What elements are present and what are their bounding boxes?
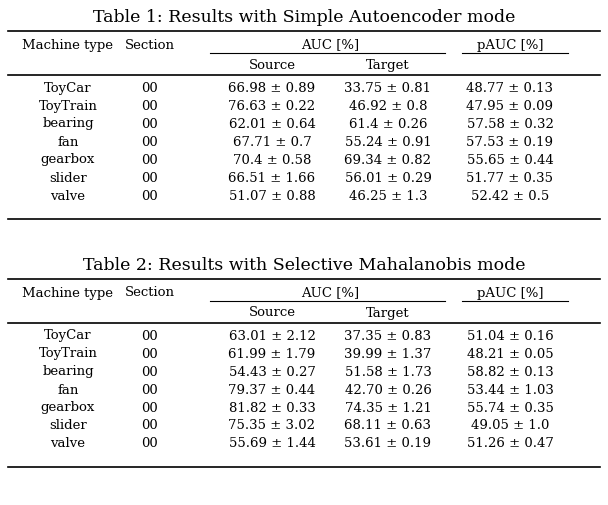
Text: ToyCar: ToyCar bbox=[44, 81, 92, 94]
Text: 51.26 ± 0.47: 51.26 ± 0.47 bbox=[466, 437, 553, 449]
Text: bearing: bearing bbox=[42, 365, 94, 378]
Text: 00: 00 bbox=[142, 117, 158, 130]
Text: 39.99 ± 1.37: 39.99 ± 1.37 bbox=[344, 347, 432, 360]
Text: 48.21 ± 0.05: 48.21 ± 0.05 bbox=[467, 347, 553, 360]
Text: Source: Source bbox=[249, 59, 295, 71]
Text: 00: 00 bbox=[142, 365, 158, 378]
Text: gearbox: gearbox bbox=[41, 400, 95, 414]
Text: 61.4 ± 0.26: 61.4 ± 0.26 bbox=[349, 117, 427, 130]
Text: Table 2: Results with Selective Mahalanobis mode: Table 2: Results with Selective Mahalano… bbox=[83, 256, 525, 273]
Text: ToyCar: ToyCar bbox=[44, 329, 92, 342]
Text: 00: 00 bbox=[142, 171, 158, 184]
Text: 46.25 ± 1.3: 46.25 ± 1.3 bbox=[349, 189, 427, 202]
Text: 00: 00 bbox=[142, 383, 158, 396]
Text: 57.53 ± 0.19: 57.53 ± 0.19 bbox=[466, 135, 553, 148]
Text: 33.75 ± 0.81: 33.75 ± 0.81 bbox=[345, 81, 432, 94]
Text: 63.01 ± 2.12: 63.01 ± 2.12 bbox=[229, 329, 316, 342]
Text: 37.35 ± 0.83: 37.35 ± 0.83 bbox=[345, 329, 432, 342]
Text: 42.70 ± 0.26: 42.70 ± 0.26 bbox=[345, 383, 432, 396]
Text: Section: Section bbox=[125, 38, 175, 52]
Text: 51.58 ± 1.73: 51.58 ± 1.73 bbox=[345, 365, 432, 378]
Text: 00: 00 bbox=[142, 400, 158, 414]
Text: 70.4 ± 0.58: 70.4 ± 0.58 bbox=[233, 153, 311, 166]
Text: 00: 00 bbox=[142, 135, 158, 148]
Text: 51.77 ± 0.35: 51.77 ± 0.35 bbox=[466, 171, 553, 184]
Text: 00: 00 bbox=[142, 189, 158, 202]
Text: 51.07 ± 0.88: 51.07 ± 0.88 bbox=[229, 189, 316, 202]
Text: Table 1: Results with Simple Autoencoder mode: Table 1: Results with Simple Autoencoder… bbox=[93, 9, 515, 25]
Text: Target: Target bbox=[366, 306, 410, 319]
Text: valve: valve bbox=[50, 189, 86, 202]
Text: pAUC [%]: pAUC [%] bbox=[477, 286, 544, 299]
Text: 58.82 ± 0.13: 58.82 ± 0.13 bbox=[466, 365, 553, 378]
Text: fan: fan bbox=[57, 135, 78, 148]
Text: slider: slider bbox=[49, 419, 87, 432]
Text: Machine type: Machine type bbox=[22, 38, 114, 52]
Text: 54.43 ± 0.27: 54.43 ± 0.27 bbox=[229, 365, 316, 378]
Text: 55.24 ± 0.91: 55.24 ± 0.91 bbox=[345, 135, 431, 148]
Text: 00: 00 bbox=[142, 437, 158, 449]
Text: 51.04 ± 0.16: 51.04 ± 0.16 bbox=[466, 329, 553, 342]
Text: 00: 00 bbox=[142, 99, 158, 112]
Text: 52.42 ± 0.5: 52.42 ± 0.5 bbox=[471, 189, 549, 202]
Text: 53.61 ± 0.19: 53.61 ± 0.19 bbox=[345, 437, 432, 449]
Text: 53.44 ± 1.03: 53.44 ± 1.03 bbox=[466, 383, 553, 396]
Text: ToyTrain: ToyTrain bbox=[38, 347, 97, 360]
Text: 00: 00 bbox=[142, 419, 158, 432]
Text: gearbox: gearbox bbox=[41, 153, 95, 166]
Text: 69.34 ± 0.82: 69.34 ± 0.82 bbox=[345, 153, 432, 166]
Text: 61.99 ± 1.79: 61.99 ± 1.79 bbox=[229, 347, 316, 360]
Text: pAUC [%]: pAUC [%] bbox=[477, 38, 544, 52]
Text: 00: 00 bbox=[142, 153, 158, 166]
Text: Machine type: Machine type bbox=[22, 286, 114, 299]
Text: 46.92 ± 0.8: 46.92 ± 0.8 bbox=[349, 99, 427, 112]
Text: Section: Section bbox=[125, 286, 175, 299]
Text: fan: fan bbox=[57, 383, 78, 396]
Text: 68.11 ± 0.63: 68.11 ± 0.63 bbox=[345, 419, 432, 432]
Text: Target: Target bbox=[366, 59, 410, 71]
Text: slider: slider bbox=[49, 171, 87, 184]
Text: 00: 00 bbox=[142, 81, 158, 94]
Text: AUC [%]: AUC [%] bbox=[301, 38, 359, 52]
Text: 47.95 ± 0.09: 47.95 ± 0.09 bbox=[466, 99, 553, 112]
Text: 66.98 ± 0.89: 66.98 ± 0.89 bbox=[229, 81, 316, 94]
Text: valve: valve bbox=[50, 437, 86, 449]
Text: 00: 00 bbox=[142, 329, 158, 342]
Text: 49.05 ± 1.0: 49.05 ± 1.0 bbox=[471, 419, 549, 432]
Text: 55.65 ± 0.44: 55.65 ± 0.44 bbox=[466, 153, 553, 166]
Text: 57.58 ± 0.32: 57.58 ± 0.32 bbox=[466, 117, 553, 130]
Text: 48.77 ± 0.13: 48.77 ± 0.13 bbox=[466, 81, 553, 94]
Text: 79.37 ± 0.44: 79.37 ± 0.44 bbox=[229, 383, 316, 396]
Text: AUC [%]: AUC [%] bbox=[301, 286, 359, 299]
Text: 55.74 ± 0.35: 55.74 ± 0.35 bbox=[466, 400, 553, 414]
Text: ToyTrain: ToyTrain bbox=[38, 99, 97, 112]
Text: bearing: bearing bbox=[42, 117, 94, 130]
Text: 67.71 ± 0.7: 67.71 ± 0.7 bbox=[233, 135, 311, 148]
Text: 00: 00 bbox=[142, 347, 158, 360]
Text: 56.01 ± 0.29: 56.01 ± 0.29 bbox=[345, 171, 432, 184]
Text: 62.01 ± 0.64: 62.01 ± 0.64 bbox=[229, 117, 316, 130]
Text: 74.35 ± 1.21: 74.35 ± 1.21 bbox=[345, 400, 432, 414]
Text: 55.69 ± 1.44: 55.69 ± 1.44 bbox=[229, 437, 316, 449]
Text: 76.63 ± 0.22: 76.63 ± 0.22 bbox=[229, 99, 316, 112]
Text: 75.35 ± 3.02: 75.35 ± 3.02 bbox=[229, 419, 316, 432]
Text: Source: Source bbox=[249, 306, 295, 319]
Text: 81.82 ± 0.33: 81.82 ± 0.33 bbox=[229, 400, 316, 414]
Text: 66.51 ± 1.66: 66.51 ± 1.66 bbox=[229, 171, 316, 184]
